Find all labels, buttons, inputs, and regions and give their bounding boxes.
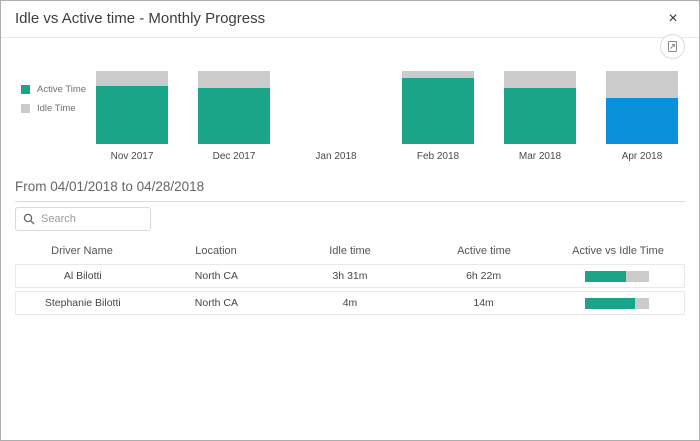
- driver-name-cell: Stephanie Bilotti: [44, 297, 121, 309]
- active-time-cell: 14m: [473, 297, 494, 309]
- legend-swatch: [21, 104, 30, 113]
- chart-bars: Nov 2017 Dec 2017 Jan 2018 Feb 2018 Mar 2018…: [81, 71, 693, 162]
- active-segment: [504, 87, 576, 144]
- location-cell: North CA: [194, 270, 238, 282]
- idle-segment: [504, 71, 576, 88]
- table-row[interactable]: Stephanie Bilotti North CA 4m 14m: [15, 291, 685, 315]
- category-label: Dec 2017: [212, 151, 256, 162]
- drivers-table: Driver Name Location Idle time Active ti…: [15, 241, 685, 315]
- idle-segment: [198, 71, 270, 88]
- driver-name-cell: Al Bilotti: [63, 270, 102, 282]
- chart-slot-dec-2017: Dec 2017: [183, 71, 285, 162]
- monthly-progress-chart: Active Time Idle Time Nov 2017 Dec 2017 Jan…: [1, 56, 699, 168]
- active-vs-idle-cell: [550, 297, 684, 309]
- legend-label: Active Time: [37, 84, 87, 95]
- table-row[interactable]: Al Bilotti North CA 3h 31m 6h 22m: [15, 264, 685, 288]
- active-segment: [606, 98, 678, 144]
- chart-slot-mar-2018: Mar 2018: [489, 71, 591, 162]
- category-label: Apr 2018: [621, 151, 663, 162]
- idle-segment: [96, 71, 168, 86]
- chart-slot-apr-2018: Apr 2018: [591, 71, 693, 162]
- close-icon[interactable]: ×: [662, 8, 684, 30]
- table-header-row: Driver Name Location Idle time Active ti…: [15, 241, 685, 261]
- legend-item-active-time[interactable]: Active Time: [21, 84, 86, 95]
- chart-legend: Active Time Idle Time: [21, 84, 86, 122]
- col-header-active-time: Active time: [457, 245, 511, 257]
- date-range-label: From 04/01/2018 to 04/28/2018: [15, 179, 205, 194]
- active-segment: [96, 85, 168, 144]
- col-header-location: Location: [195, 245, 237, 257]
- category-label: Mar 2018: [518, 151, 562, 162]
- idle-time-cell: 3h 31m: [332, 270, 368, 282]
- active-ratio-fill: [585, 270, 627, 282]
- col-header-driver-name: Driver Name: [51, 245, 113, 257]
- legend-item-idle-time[interactable]: Idle Time: [21, 103, 86, 114]
- category-label: Jan 2018: [315, 151, 357, 162]
- section-divider: [15, 201, 685, 202]
- idle-segment: [402, 71, 474, 78]
- active-vs-idle-cell: [550, 270, 684, 282]
- category-label: Nov 2017: [110, 151, 154, 162]
- dialog-header: Idle vs Active time - Monthly Progress ×: [1, 1, 699, 38]
- search-box[interactable]: [15, 207, 151, 231]
- category-label: Feb 2018: [416, 151, 460, 162]
- active-vs-idle-bar: [585, 270, 650, 282]
- export-report-button[interactable]: [660, 34, 685, 59]
- chart-bar-nov-2017[interactable]: [96, 71, 168, 144]
- active-ratio-fill: [585, 297, 636, 309]
- legend-label: Idle Time: [37, 103, 76, 114]
- chart-bar-mar-2018[interactable]: [504, 71, 576, 144]
- chart-slot-feb-2018: Feb 2018: [387, 71, 489, 162]
- idle-segment: [606, 71, 678, 99]
- chart-slot-jan-2018: Jan 2018: [285, 71, 387, 162]
- active-time-cell: 6h 22m: [466, 270, 502, 282]
- search-input[interactable]: [41, 213, 143, 225]
- col-header-active-vs-idle: Active vs Idle Time: [572, 245, 664, 257]
- dialog-title: Idle vs Active time - Monthly Progress: [15, 10, 266, 27]
- legend-swatch: [21, 85, 30, 94]
- active-segment: [402, 77, 474, 144]
- active-segment: [198, 87, 270, 144]
- active-vs-idle-bar: [585, 297, 650, 309]
- search-icon: [23, 213, 35, 225]
- idle-time-cell: 4m: [342, 297, 358, 309]
- chart-slot-nov-2017: Nov 2017: [81, 71, 183, 162]
- location-cell: North CA: [194, 297, 238, 309]
- export-report-icon: [666, 40, 679, 53]
- col-header-idle-time: Idle time: [329, 245, 371, 257]
- chart-bar-dec-2017[interactable]: [198, 71, 270, 144]
- chart-bar-apr-2018[interactable]: [606, 71, 678, 144]
- chart-bar-feb-2018[interactable]: [402, 71, 474, 144]
